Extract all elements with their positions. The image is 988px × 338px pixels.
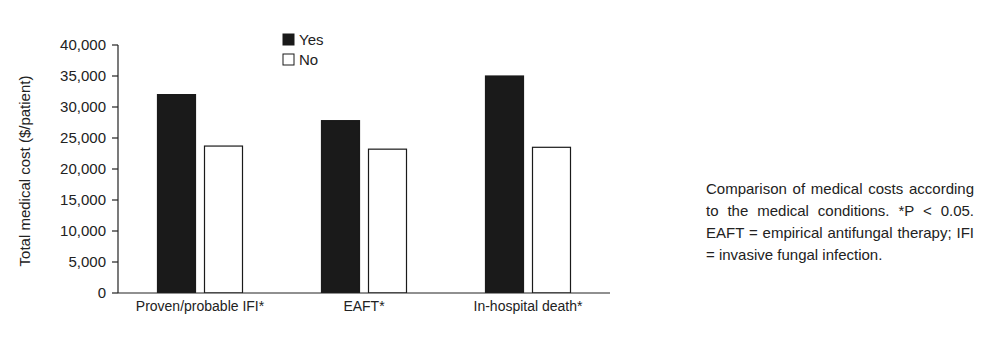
y-tick bbox=[112, 199, 118, 200]
y-tick bbox=[112, 261, 118, 262]
y-tick bbox=[112, 292, 118, 293]
legend-swatch bbox=[283, 34, 294, 45]
y-tick-label: 20,000 bbox=[60, 160, 106, 177]
bar bbox=[322, 121, 360, 293]
y-tick bbox=[112, 106, 118, 107]
x-tick-label: Proven/probable IFI* bbox=[136, 298, 265, 314]
x-tick-label: In-hospital death* bbox=[474, 298, 584, 314]
legend-label: Yes bbox=[299, 31, 323, 48]
y-tick bbox=[112, 75, 118, 76]
chart: 0 5,000 10,000 15,000 20,000 25,000 30,000 35,0… bbox=[0, 0, 700, 338]
y-tick-label: 15,000 bbox=[60, 191, 106, 208]
y-tick-label: 30,000 bbox=[60, 98, 106, 115]
legend-label: No bbox=[299, 51, 318, 68]
bar bbox=[369, 149, 407, 293]
y-tick bbox=[112, 168, 118, 169]
y-tick bbox=[112, 137, 118, 138]
bar bbox=[158, 95, 196, 293]
y-tick-label: 0 bbox=[98, 284, 106, 301]
bar bbox=[533, 147, 571, 293]
y-axis-label: Total medical cost ($/patient) bbox=[16, 76, 33, 267]
y-tick bbox=[112, 44, 118, 45]
bar bbox=[486, 76, 524, 293]
bar bbox=[205, 146, 243, 293]
legend-swatch bbox=[283, 54, 294, 65]
y-tick-label: 35,000 bbox=[60, 67, 106, 84]
y-tick-label: 5,000 bbox=[68, 253, 106, 270]
y-tick bbox=[112, 230, 118, 231]
caption: Comparison of medical costs according to… bbox=[706, 178, 974, 266]
y-tick-label: 40,000 bbox=[60, 36, 106, 53]
x-tick-label: EAFT* bbox=[343, 298, 385, 314]
x-axis bbox=[118, 292, 610, 293]
bars bbox=[158, 76, 571, 293]
y-tick-label: 10,000 bbox=[60, 222, 106, 239]
y-tick-label: 25,000 bbox=[60, 129, 106, 146]
legend: Yes No bbox=[283, 31, 323, 68]
